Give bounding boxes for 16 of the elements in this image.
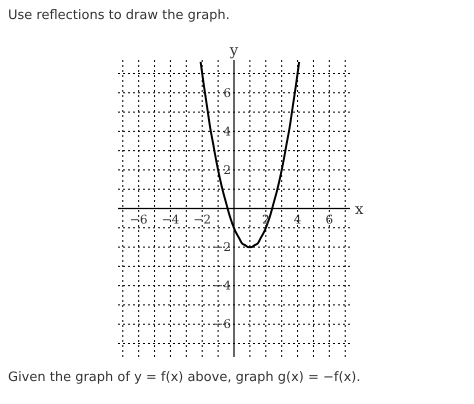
y-tick-label: −6: [213, 317, 231, 332]
y-tick-label: 6: [223, 86, 231, 100]
y-tick-label: 4: [223, 124, 232, 138]
x-tick-label: 6: [326, 212, 334, 226]
x-tick-label: −4: [162, 212, 180, 226]
x-tick-label: 2: [262, 212, 270, 226]
x-tick-label: −2: [193, 212, 212, 226]
chart-title: Use reflections to draw the graph.: [8, 8, 231, 25]
x-axis-title: x: [355, 200, 364, 218]
y-axis-title: y: [228, 41, 239, 59]
y-tick-label: −2: [213, 240, 231, 254]
text: Given the graph of y = f(x) above, graph g(x) = −f(x).: [8, 370, 362, 385]
x-tick-label: 4: [294, 212, 302, 226]
x-tick-label: −6: [130, 212, 148, 226]
y-tick-label: 2: [223, 162, 231, 177]
y-tick-label: −4: [213, 278, 232, 293]
